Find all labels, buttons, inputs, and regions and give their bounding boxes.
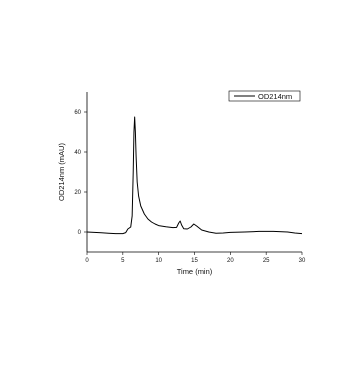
series-line-od214nm <box>86 116 303 235</box>
legend-box <box>228 90 301 102</box>
x-ticks: 0 5 10 15 20 25 30 <box>85 252 306 264</box>
legend-label-od214nm: OD214nm <box>258 92 292 101</box>
axes <box>86 92 302 253</box>
y-tick-label: 20 <box>74 190 81 196</box>
x-tick-label: 15 <box>191 258 198 264</box>
x-tick-label: 25 <box>263 258 270 264</box>
y-tick-label: 40 <box>74 150 81 156</box>
y-ticks: 0 20 40 60 <box>74 110 87 236</box>
x-tick-label: 30 <box>299 258 306 264</box>
legend: OD214nm <box>228 90 301 102</box>
y-tick-label: 60 <box>74 110 81 116</box>
x-tick-label: 5 <box>121 258 125 264</box>
y-axis-label: OD214nm (mAU) <box>57 143 66 201</box>
x-tick-label: 20 <box>227 258 234 264</box>
y-tick-label: 0 <box>78 230 82 236</box>
x-axis-label: Time (min) <box>177 267 213 276</box>
x-tick-label: 10 <box>155 258 162 264</box>
x-tick-label: 0 <box>85 258 89 264</box>
